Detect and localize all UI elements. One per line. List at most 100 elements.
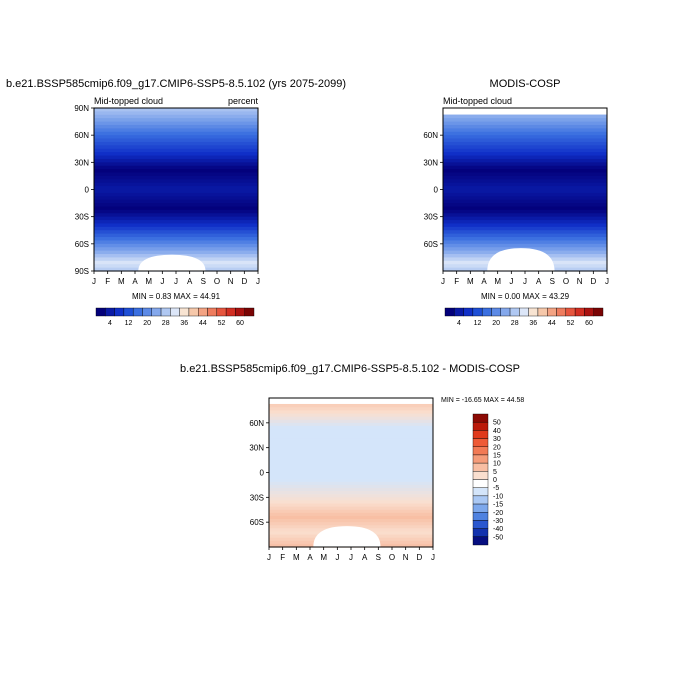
x-tick-label: M xyxy=(320,553,327,562)
colorbar-label: 36 xyxy=(180,320,188,327)
colorbar-cell xyxy=(472,454,489,464)
x-tick-label: M xyxy=(118,277,125,286)
x-tick-label: J xyxy=(335,553,339,562)
field-band xyxy=(443,182,607,187)
x-tick-label: N xyxy=(403,553,409,562)
x-tick-label: J xyxy=(160,277,164,286)
field-band xyxy=(443,124,607,129)
field-band xyxy=(443,220,607,225)
y-tick-label: 30N xyxy=(249,444,264,453)
field-band xyxy=(94,118,258,123)
x-tick-label: F xyxy=(454,277,459,286)
colorbar-label: -50 xyxy=(493,534,503,541)
colorbar-cell xyxy=(528,307,539,317)
y-tick-label: 30N xyxy=(423,158,438,167)
colorbar-cell xyxy=(509,307,520,317)
field-band xyxy=(269,491,433,495)
field-band xyxy=(443,114,607,119)
field-band xyxy=(94,162,258,167)
field-band xyxy=(94,213,258,218)
field-band xyxy=(94,189,258,194)
field-band xyxy=(94,206,258,211)
field-band xyxy=(94,199,258,204)
colorbar-cell xyxy=(160,307,171,317)
field-band xyxy=(94,121,258,126)
field-band xyxy=(269,444,433,449)
field-band xyxy=(443,158,607,163)
colorbar-label: 20 xyxy=(493,444,501,451)
colorbar-cell xyxy=(565,307,576,317)
x-tick-label: F xyxy=(105,277,110,286)
colorbar-label: -30 xyxy=(493,518,503,525)
x-tick-label: M xyxy=(293,553,300,562)
x-tick-label: J xyxy=(431,553,435,562)
colorbar-cell xyxy=(593,307,604,317)
colorbar-cell xyxy=(472,446,489,456)
field-band xyxy=(269,509,433,514)
y-tick-label: 30S xyxy=(250,493,264,502)
field-band xyxy=(94,182,258,187)
y-tick-label: 60S xyxy=(75,240,89,249)
field-band xyxy=(443,243,607,248)
field-band xyxy=(94,216,258,221)
x-tick-label: D xyxy=(416,553,422,562)
colorbar-cell xyxy=(481,307,492,317)
colorbar-cell xyxy=(225,307,236,317)
field-band xyxy=(269,475,433,480)
x-tick-label: S xyxy=(550,277,555,286)
x-tick-label: A xyxy=(362,553,368,562)
colorbar-label: 52 xyxy=(218,320,226,327)
field-band xyxy=(269,416,433,421)
field-band xyxy=(443,226,607,231)
field-band xyxy=(443,179,607,184)
panel-3: b.e21.BSSP585cmip6.f09_g17.CMIP6-SSP5-8.… xyxy=(180,363,524,562)
field-band xyxy=(269,472,433,477)
field-band xyxy=(269,435,433,439)
colorbar-cell xyxy=(500,307,511,317)
x-tick-label: J xyxy=(523,277,527,286)
y-tick-label: 30S xyxy=(424,213,438,222)
colorbar-label: 60 xyxy=(585,320,593,327)
colorbar-label: 28 xyxy=(511,320,519,327)
colorbar-cell xyxy=(198,307,208,317)
field-band xyxy=(94,220,258,225)
field-band xyxy=(269,404,433,408)
colorbar-cell xyxy=(151,307,162,317)
field-band xyxy=(443,189,607,194)
field-band xyxy=(269,413,433,418)
field-band xyxy=(94,169,258,174)
field-band xyxy=(94,247,258,252)
field-band xyxy=(269,432,433,436)
colorbar-cell xyxy=(463,307,474,317)
y-tick-label: 60N xyxy=(249,419,264,428)
y-tick-label: 60S xyxy=(424,240,438,249)
field-band xyxy=(443,172,607,177)
colorbar-label: 20 xyxy=(492,320,500,327)
x-tick-label: N xyxy=(228,277,234,286)
colorbar-label: 28 xyxy=(162,320,170,327)
field-band xyxy=(269,429,433,433)
field-band xyxy=(269,463,433,467)
colorbar-label: 60 xyxy=(236,320,244,327)
field-band xyxy=(443,203,607,208)
colorbar-cell xyxy=(472,479,489,488)
field-band xyxy=(269,515,433,520)
colorbar-cell xyxy=(444,307,455,317)
field-band xyxy=(443,138,607,143)
field-band xyxy=(94,237,258,242)
field-band xyxy=(269,441,433,446)
field-band xyxy=(94,209,258,214)
colorbar-cell xyxy=(491,307,501,317)
colorbar-cell xyxy=(132,307,143,317)
x-tick-label: O xyxy=(389,553,395,562)
colorbar-label: 10 xyxy=(493,461,501,468)
colorbar-label: 30 xyxy=(493,436,501,443)
field-band xyxy=(269,450,433,455)
field-band xyxy=(94,243,258,248)
colorbar-cell xyxy=(472,512,489,521)
field-band xyxy=(94,250,258,255)
x-tick-label: A xyxy=(536,277,542,286)
colorbar-cell xyxy=(472,462,489,472)
field-band xyxy=(94,230,258,235)
